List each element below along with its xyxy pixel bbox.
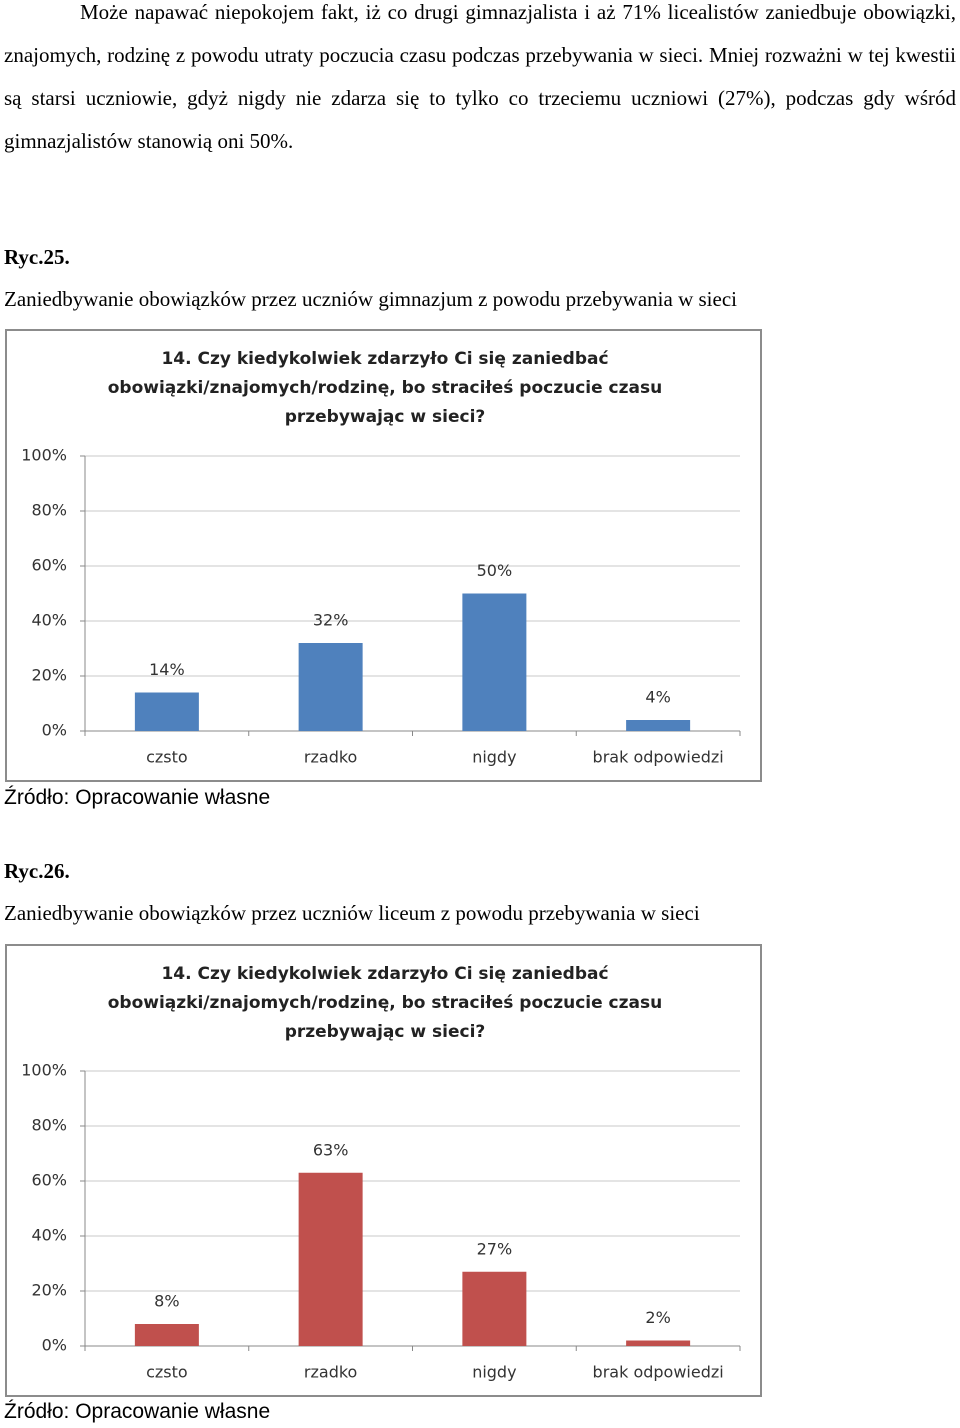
y-tick-label: 60% [31, 1171, 67, 1190]
x-tick-label: brak odpowiedzi [593, 748, 724, 767]
value-label: 14% [149, 660, 185, 679]
x-tick-label: brak odpowiedzi [593, 1363, 724, 1382]
x-tick-label: czsto [146, 1363, 188, 1382]
value-label: 27% [477, 1239, 513, 1258]
y-tick-label: 100% [21, 1061, 67, 1080]
x-tick-label: rzadko [304, 1363, 357, 1382]
y-tick-label: 40% [31, 1226, 67, 1245]
y-tick-label: 60% [31, 556, 67, 575]
source: Źródło: Opracowanie własne [4, 1400, 271, 1423]
y-tick-label: 20% [31, 666, 67, 685]
y-tick-label: 80% [31, 1116, 67, 1135]
bar [626, 1340, 691, 1346]
y-tick-label: 80% [31, 501, 67, 520]
bar [298, 643, 363, 731]
value-label: 50% [477, 561, 513, 580]
bar [134, 692, 199, 731]
chart: 14. Czy kiedykolwiek zdarzyło Ci się zan… [5, 329, 762, 782]
x-tick-label: rzadko [304, 748, 357, 767]
figure-caption: Zaniedbywanie obowiązków przez uczniów g… [4, 287, 737, 311]
paragraph: Może napawać niepokojem fakt, iż co drug… [4, 0, 956, 153]
value-label: 2% [645, 1308, 670, 1327]
chart: 14. Czy kiedykolwiek zdarzyło Ci się zan… [5, 944, 762, 1397]
bar [462, 593, 527, 731]
y-tick-label: 20% [31, 1281, 67, 1300]
value-label: 32% [313, 611, 349, 630]
figure-label: Ryc.25. [4, 245, 70, 269]
x-tick-label: nigdy [472, 1363, 516, 1382]
bar [626, 720, 691, 731]
chart-plot: 0% 20% 40% 60% 80% 100% czsto 8% rzadko 63% nigdy 2… [21, 1061, 741, 1382]
source: Źródło: Opracowanie własne [4, 786, 271, 809]
x-tick-label: nigdy [472, 748, 516, 767]
bar [134, 1324, 199, 1346]
value-label: 63% [313, 1140, 349, 1159]
value-label: 4% [645, 688, 670, 707]
value-label: 8% [154, 1292, 179, 1311]
y-tick-label: 0% [42, 721, 67, 740]
y-tick-label: 100% [21, 446, 67, 465]
chart-plot: 0% 20% 40% 60% 80% 100% czsto 14% rzadko 32% nigdy… [21, 446, 741, 767]
x-tick-label: czsto [146, 748, 188, 767]
chart-title: 14. Czy kiedykolwiek zdarzyło Ci się zan… [107, 964, 663, 1042]
y-tick-label: 0% [42, 1336, 67, 1355]
bar [462, 1271, 527, 1346]
bar [298, 1172, 363, 1346]
figure-caption: Zaniedbywanie obowiązków przez uczniów l… [4, 901, 700, 925]
figure-label: Ryc.26. [4, 859, 70, 883]
chart-title: 14. Czy kiedykolwiek zdarzyło Ci się zan… [107, 349, 663, 427]
y-tick-label: 40% [31, 611, 67, 630]
